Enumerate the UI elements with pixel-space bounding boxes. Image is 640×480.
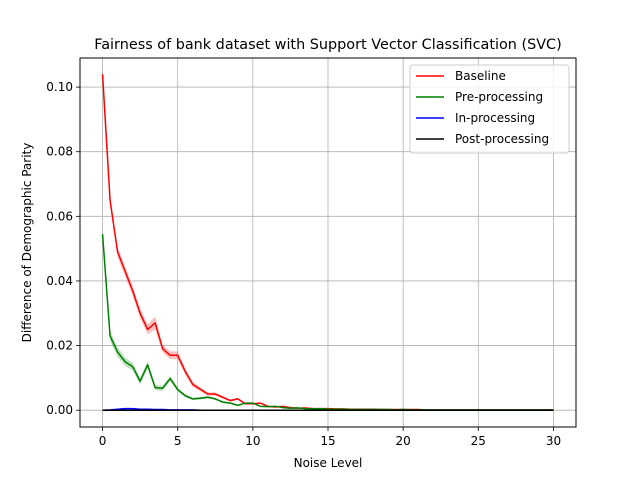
x-axis-label: Noise Level — [294, 456, 363, 470]
series-lines — [101, 74, 554, 411]
x-tick-label: 0 — [99, 434, 107, 448]
x-tick-label: 15 — [320, 434, 335, 448]
x-tick-label: 25 — [471, 434, 486, 448]
y-axis-label: Difference of Demographic Parity — [20, 143, 34, 343]
y-tick-label: 0.02 — [46, 339, 73, 353]
legend: Baseline Pre-processing In-processing Post-… — [409, 64, 570, 154]
legend-box — [409, 64, 570, 154]
legend-label-pre-processing: Pre-processing — [455, 90, 543, 104]
legend-label-baseline: Baseline — [455, 69, 506, 83]
chart-title: Fairness of bank dataset with Support Ve… — [94, 37, 561, 53]
legend-label-in-processing: In-processing — [455, 111, 535, 125]
x-tick-label: 30 — [546, 434, 561, 448]
x-axis-ticks: 0 5 10 15 20 25 30 — [99, 427, 561, 448]
y-tick-label: 0.08 — [46, 145, 73, 159]
x-tick-label: 10 — [245, 434, 260, 448]
legend-label-post-processing: Post-processing — [455, 132, 549, 146]
y-tick-label: 0.06 — [46, 209, 73, 223]
y-axis-ticks: 0.00 0.02 0.04 0.06 0.08 0.10 — [46, 80, 80, 417]
y-tick-label: 0.04 — [46, 274, 73, 288]
x-tick-label: 5 — [174, 434, 182, 448]
y-tick-label: 0.10 — [46, 80, 73, 94]
x-tick-label: 20 — [396, 434, 411, 448]
y-tick-label: 0.00 — [46, 403, 73, 417]
